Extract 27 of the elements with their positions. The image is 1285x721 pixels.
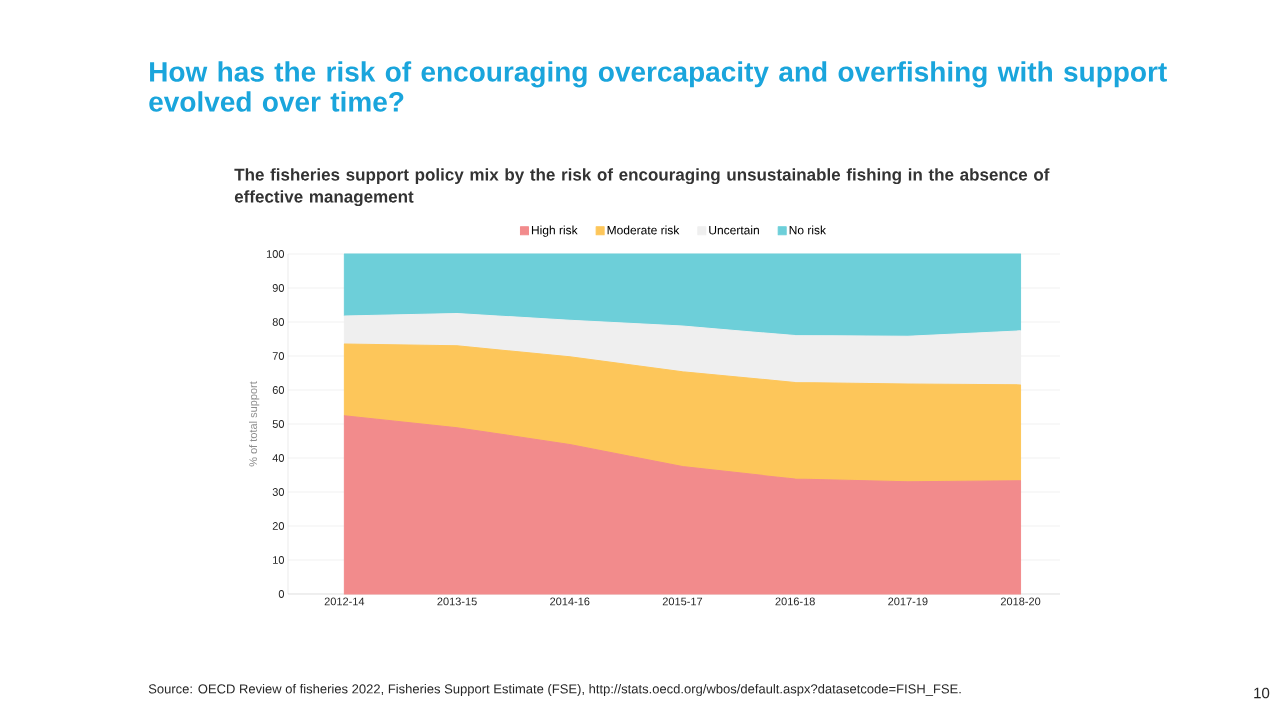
chart-subtitle: The fisheries support policy mix by the risk of encouraging unsustainable fishing in the absence of effective management <box>234 168 1050 207</box>
y-tick-label: 90 <box>272 284 285 292</box>
x-tick-label: 2014-16 <box>550 597 590 606</box>
y-axis-title: % of total support <box>249 381 260 467</box>
x-tick-label: 2017-19 <box>888 597 928 606</box>
legend-label: High risk <box>531 225 578 237</box>
x-tick-label: 2018-20 <box>1000 597 1041 606</box>
y-tick-label: 20 <box>272 522 285 530</box>
y-tick-label: 60 <box>272 386 285 394</box>
source-note: Source: OECD Review of fisheries 2022, Fisheries Support Estimate (FSE), http://stats.oecd.org/wbos/default.aspx?datasetcode=FISH_FSE. <box>148 683 961 697</box>
x-tick-label: 2012-14 <box>324 597 365 606</box>
x-tick-label: 2015-17 <box>662 597 703 606</box>
y-tick-label: 10 <box>273 556 285 564</box>
legend-label: No risk <box>789 225 827 235</box>
y-tick-label: 40 <box>272 454 285 462</box>
y-tick-label: 50 <box>272 420 285 428</box>
y-tick-label: 30 <box>272 488 285 496</box>
y-tick-label: 80 <box>272 318 285 326</box>
x-tick-label: 2016-18 <box>775 597 815 606</box>
legend-label: Uncertain <box>709 225 759 235</box>
text: 10 <box>1254 687 1270 699</box>
legend-label: Moderate risk <box>607 225 680 235</box>
x-tick-label: 2013-15 <box>437 597 477 606</box>
y-tick-label: 70 <box>272 352 285 360</box>
chart-title: How has the risk of encouraging overcapacity and overfishing with support evolved over time? <box>149 61 1167 112</box>
y-tick-label: 0 <box>278 590 285 598</box>
y-tick-label: 100 <box>266 250 285 258</box>
